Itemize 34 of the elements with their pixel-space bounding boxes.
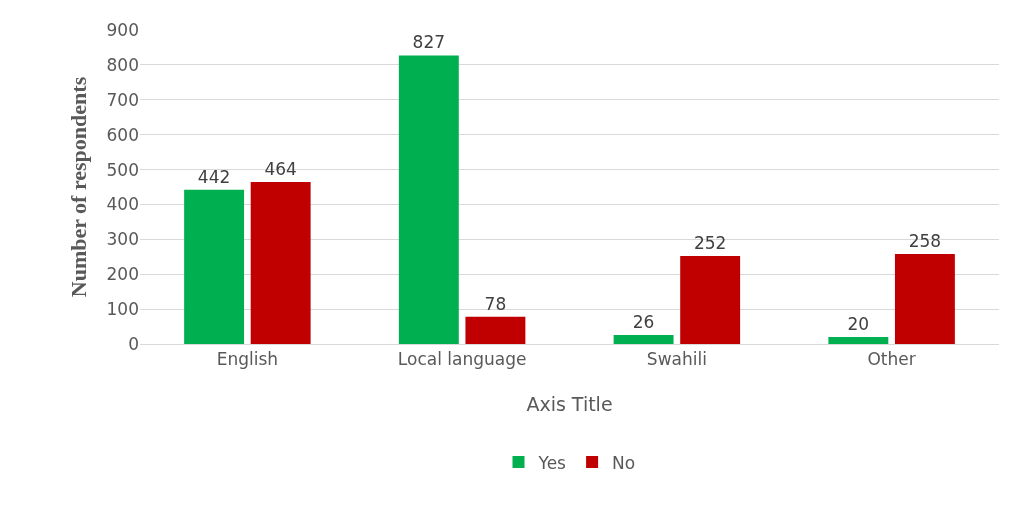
legend-label: No [612,452,636,473]
y-tick-label: 100 [106,299,139,320]
data-label: 464 [264,159,297,180]
x-tick-label: English [216,349,279,370]
bar [250,182,311,344]
y-tick-label: 300 [106,229,139,250]
x-tick-label: Other [867,349,916,370]
y-tick-label: 800 [106,54,139,75]
data-label: 442 [197,166,231,187]
y-tick-label: 700 [106,89,139,110]
data-label: 26 [632,311,655,332]
bar [613,334,674,344]
bar [680,256,741,344]
x-tick-label: Swahili [646,349,707,370]
bar [894,253,955,344]
x-tick-label: Local language [397,349,527,370]
y-axis-title: Number of respondents [66,76,91,298]
data-label: 827 [412,32,446,53]
bar [398,55,459,344]
y-tick-label: 0 [128,333,139,354]
y-tick-label: 200 [106,264,139,285]
y-tick-label: 400 [106,194,139,215]
data-label: 252 [693,233,727,254]
data-label: 258 [908,230,942,251]
y-tick-label: 900 [106,19,139,40]
data-label: 78 [484,293,507,314]
bar [465,316,526,344]
y-tick-label: 500 [106,159,139,180]
bar [184,189,245,344]
legend-label: Yes [537,452,567,473]
data-label: 20 [847,314,870,335]
y-tick-label: 600 [106,124,139,145]
x-axis-title: Axis Title [526,393,613,415]
bar [828,337,889,344]
